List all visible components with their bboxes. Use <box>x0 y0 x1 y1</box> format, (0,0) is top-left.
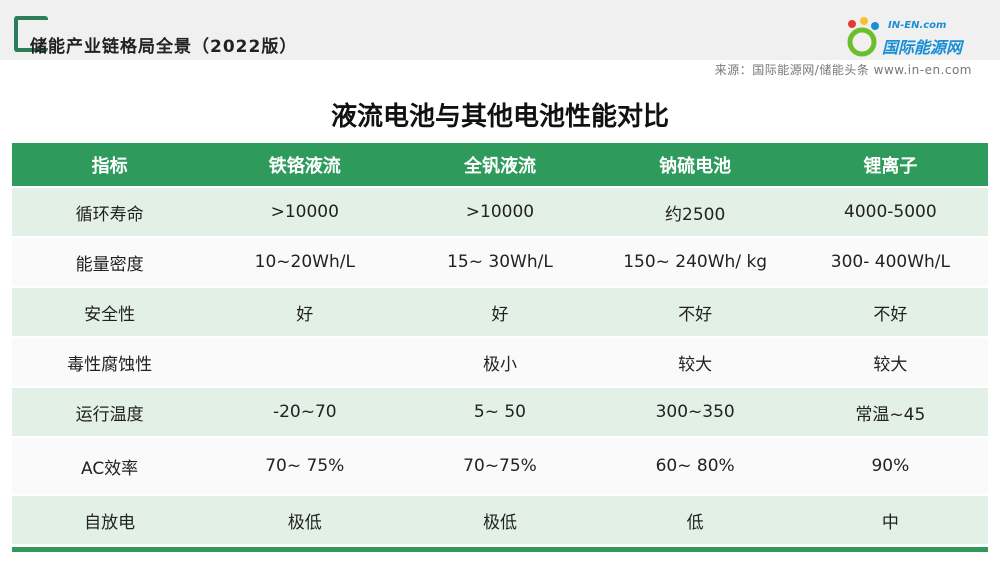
header-row: 指标 铁铬液流 全钒液流 钠硫电池 锂离子 <box>12 143 988 187</box>
table-cell: 低 <box>597 494 793 544</box>
table-cell: 300- 400Wh/L <box>792 236 988 287</box>
column-header: 指标 <box>12 143 208 187</box>
table-cell: 约2500 <box>597 186 793 237</box>
logo-text: IN-EN.com <box>888 20 947 31</box>
table-row: 运行温度 -20~70 5~ 50 300~350 常温~45 <box>12 386 988 437</box>
table-cell: >10000 <box>402 186 598 237</box>
table-cell: 5~ 50 <box>402 386 598 437</box>
table-cell: 好 <box>402 286 598 337</box>
column-header: 全钒液流 <box>402 143 598 187</box>
logo-icon <box>847 17 879 57</box>
table-cell: 70~ 75% <box>207 436 403 495</box>
table-cell: 极小 <box>402 336 598 387</box>
main-title: 液流电池与其他电池性能对比 <box>330 102 669 132</box>
table-cell: 不好 <box>792 286 988 337</box>
table-cell: 10~20Wh/L <box>207 236 403 287</box>
table-cell: AC效率 <box>12 436 208 495</box>
table-cell: 60~ 80% <box>597 436 793 495</box>
bottom-rule <box>12 547 988 552</box>
table-cell: 70~75% <box>402 436 598 495</box>
table-cell: 不好 <box>597 286 793 337</box>
table-row: 能量密度 10~20Wh/L 15~ 30Wh/L 150~ 240Wh/ kg 300… <box>12 236 988 287</box>
table-cell: >10000 <box>207 186 403 237</box>
table-cell: 自放电 <box>12 494 208 544</box>
table-cell: 循环寿命 <box>12 186 208 237</box>
table-cell: 4000-5000 <box>792 186 988 237</box>
header-title: 储能产业链格局全景（2022版） <box>30 37 298 57</box>
table-row: AC效率 70~ 75% 70~75% 60~ 80% 90% <box>12 436 988 495</box>
table-cell: 毒性腐蚀性 <box>12 336 208 387</box>
column-header: 锂离子 <box>792 143 988 187</box>
table-cell: 300~350 <box>597 386 793 437</box>
table-cell: 能量密度 <box>12 236 208 287</box>
table-cell: 90% <box>792 436 988 495</box>
table-cell: 常温~45 <box>792 386 988 437</box>
table-row: 循环寿命 >10000 >10000 约2500 4000-5000 <box>12 186 988 237</box>
table-cell: 好 <box>207 286 403 337</box>
table-cell: 安全性 <box>12 286 208 337</box>
column-header: 铁铬液流 <box>207 143 403 187</box>
header-icon <box>14 16 48 52</box>
logo-text: 国际能源网 <box>882 38 963 57</box>
column-header: 钠硫电池 <box>597 143 793 187</box>
table-cell: 中 <box>792 494 988 544</box>
table-cell: 15~ 30Wh/L <box>402 236 598 287</box>
header-band <box>0 0 1000 60</box>
table-cell: 极低 <box>402 494 598 544</box>
table-cell: 较大 <box>597 336 793 387</box>
table-cell: -20~70 <box>207 386 403 437</box>
source-note: 来源：国际能源网/储能头条 www.in-en.com <box>714 63 972 77</box>
table-cell <box>207 336 403 387</box>
table-row: 自放电 极低 极低低中 <box>12 494 988 544</box>
table-row: 毒性腐蚀性 极小 较大 较大 <box>12 336 988 387</box>
table-cell: 极低 <box>207 494 403 544</box>
table-cell: 运行温度 <box>12 386 208 437</box>
table-row: 安全性好好不好 不好 <box>12 286 988 337</box>
logo: IN-EN.com 国际能源网 <box>842 16 982 60</box>
table-cell: 较大 <box>792 336 988 387</box>
comparison-table: 指标 铁铬液流 全钒液流 钠硫电池 锂离子 循环寿命 >10000 >10000 约2500 4… <box>12 143 988 544</box>
table-cell: 150~ 240Wh/ kg <box>597 236 793 287</box>
